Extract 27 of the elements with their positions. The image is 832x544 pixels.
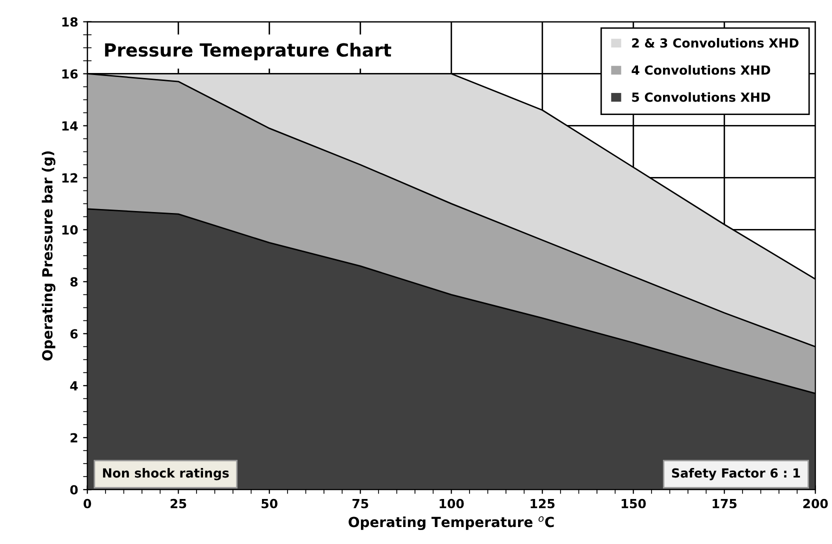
legend-label: 4 Convolutions XHD bbox=[632, 65, 770, 75]
y-tick-label: 0 bbox=[70, 485, 78, 495]
y-tick-label: 12 bbox=[62, 173, 78, 182]
y-tick-label: 14 bbox=[62, 121, 78, 130]
legend-label: 5 Convolutions XHD bbox=[632, 92, 770, 102]
y-tick-label: 18 bbox=[62, 17, 78, 27]
y-tick-label: 2 bbox=[70, 433, 78, 442]
y-axis-title: Operating Pressure bar (g) bbox=[42, 151, 56, 361]
x-axis-title: Operating Temperature $^{o}$C bbox=[348, 516, 554, 530]
y-tick-label: 8 bbox=[70, 277, 78, 287]
text: Pressure Temeprature Chart bbox=[105, 42, 392, 60]
y-tick-label: 6 bbox=[70, 329, 78, 339]
x-tick-label: 175 bbox=[712, 499, 737, 508]
x-tick-label: 200 bbox=[803, 498, 828, 508]
x-tick-label: 25 bbox=[170, 498, 186, 508]
annotation: Safety Factor 6 : 1 bbox=[672, 468, 800, 480]
x-tick-label: 150 bbox=[622, 498, 646, 508]
y-tick-label: 16 bbox=[62, 69, 78, 79]
legend-label: 2 & 3 Convolutions XHD bbox=[632, 38, 798, 48]
x-tick-label: 125 bbox=[530, 498, 555, 508]
y-tick-label: 4 bbox=[70, 381, 78, 390]
annotation: Non shock ratings bbox=[103, 468, 229, 480]
x-tick-label: 0 bbox=[84, 498, 92, 508]
x-tick-label: 100 bbox=[440, 498, 464, 508]
y-tick-label: 10 bbox=[62, 225, 78, 235]
x-tick-label: 75 bbox=[352, 499, 368, 508]
x-tick-label: 50 bbox=[262, 498, 278, 508]
